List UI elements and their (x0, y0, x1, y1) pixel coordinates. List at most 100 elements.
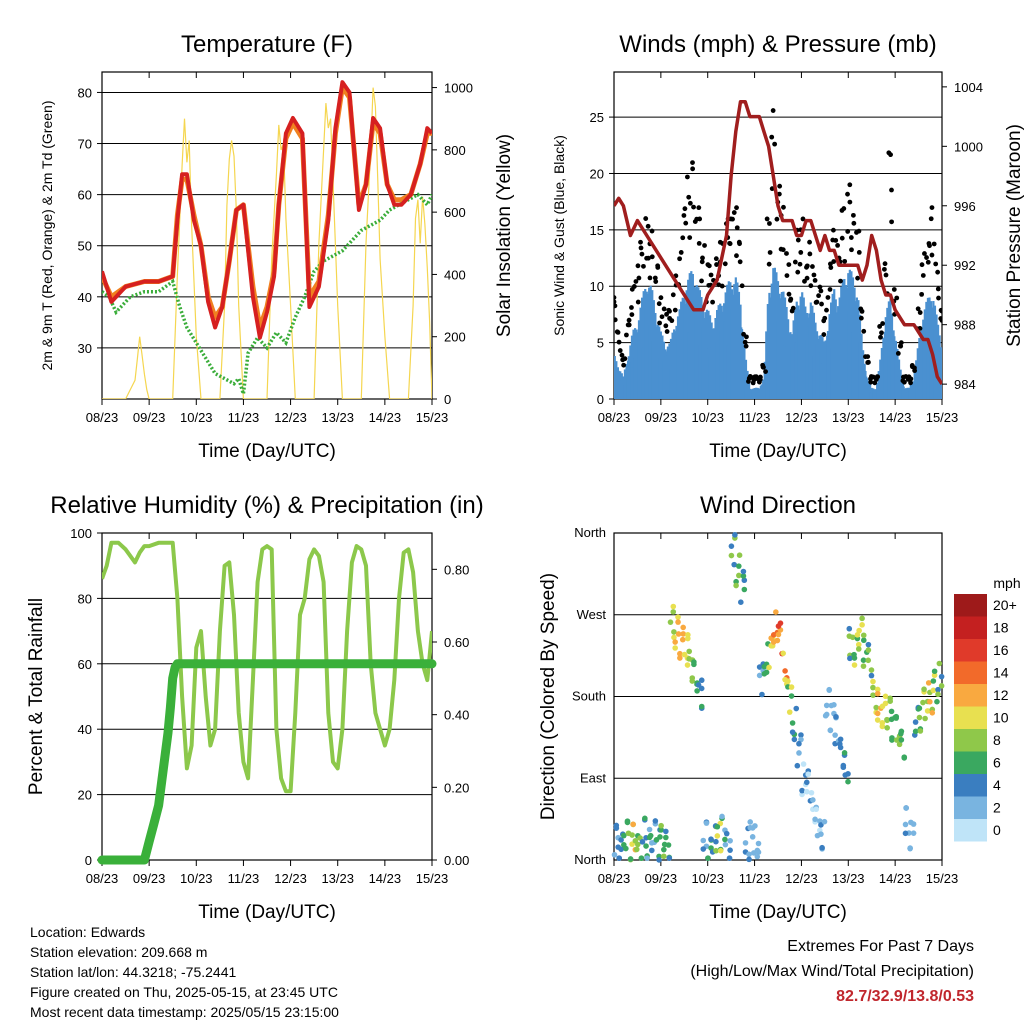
direction-point (837, 736, 844, 743)
gust-point (655, 265, 661, 270)
gust-point (888, 152, 893, 158)
direction-point (910, 821, 917, 827)
direction-point (661, 846, 667, 853)
direction-point (670, 603, 677, 610)
y-tick-label: North (574, 525, 606, 540)
gust-point (880, 321, 886, 326)
gust-point (798, 250, 804, 255)
direction-point (728, 543, 735, 549)
gust-point (786, 262, 792, 268)
legend-label: 10 (993, 710, 1009, 726)
direction-point (888, 708, 895, 715)
gust-point (938, 307, 942, 313)
direction-point (832, 732, 838, 738)
direction-point (910, 830, 917, 836)
gust-point (614, 317, 618, 323)
gust-point (920, 273, 926, 278)
gust-point (649, 254, 655, 260)
direction-point (736, 572, 742, 579)
legend-swatch (954, 796, 987, 819)
direction-point (735, 563, 742, 569)
gust-point (824, 307, 829, 313)
gust-point (770, 108, 776, 113)
solar-insolation-series (102, 87, 432, 399)
direction-point (920, 699, 926, 706)
y-axis-label: Direction (Colored By Speed) (538, 573, 559, 820)
direction-point (898, 737, 905, 743)
legend-label: 20+ (993, 597, 1017, 613)
y-tick-label: 60 (78, 657, 92, 672)
direction-point (741, 586, 748, 593)
direction-point (935, 686, 941, 693)
gust-point (629, 312, 635, 318)
legend-title: mph (993, 575, 1020, 591)
direction-point (821, 818, 828, 825)
gust-point (658, 295, 664, 301)
direction-point (666, 855, 673, 861)
gust-point (900, 374, 906, 380)
direction-point (912, 719, 919, 725)
direction-point (672, 645, 678, 651)
gust-point (653, 279, 659, 284)
gust-point (856, 250, 862, 255)
direction-point (670, 609, 677, 615)
gust-point (935, 286, 941, 292)
wind-direction-panel: Wind Direction Time (Day/UTC) Direction (C… (538, 492, 1021, 923)
gust-point (795, 269, 801, 275)
direction-point (912, 728, 919, 735)
gust-point (681, 213, 687, 218)
gust-point (666, 307, 672, 313)
gust-point (636, 275, 642, 281)
y-tick-label-right: 1000 (444, 81, 473, 96)
gust-point (919, 262, 925, 268)
gust-point (831, 227, 836, 233)
gust-point (925, 259, 931, 265)
direction-point (782, 668, 788, 674)
direction-point (677, 655, 683, 661)
gust-point (878, 334, 883, 340)
direction-point (854, 632, 861, 638)
gust-point (702, 243, 707, 248)
direction-point (925, 680, 932, 686)
gust-point (657, 320, 662, 326)
gust-point (929, 252, 935, 258)
y-tick-label-right: 988 (954, 318, 976, 333)
gust-point (664, 329, 670, 334)
direction-point (634, 841, 641, 848)
gust-point (848, 235, 854, 240)
gust-point (825, 295, 831, 300)
gust-point (924, 255, 929, 260)
x-tick-label: 12/23 (785, 410, 818, 425)
legend-swatch (954, 774, 987, 797)
gust-point (731, 210, 737, 215)
gust-point (746, 375, 752, 381)
direction-point (931, 668, 938, 675)
recent-timestamp: Most recent data timestamp: 2025/05/15 2… (30, 1004, 339, 1020)
direction-point (649, 840, 655, 846)
direction-point (828, 702, 835, 709)
direction-point (794, 762, 801, 769)
gust-point (739, 283, 745, 289)
direction-point (827, 727, 834, 734)
gust-point (641, 263, 646, 269)
gust-point (708, 272, 714, 278)
x-tick-label: 10/23 (180, 410, 213, 425)
direction-point (860, 637, 867, 644)
direction-point (935, 691, 941, 698)
y-tick-label-right: 200 (444, 330, 466, 345)
direction-point (623, 845, 629, 852)
y-tick-label: 60 (78, 188, 92, 203)
gust-point (933, 261, 939, 267)
gust-point (644, 255, 650, 261)
gust-point (649, 228, 655, 234)
gust-point (827, 261, 833, 267)
legend-swatch (954, 594, 987, 617)
direction-point (934, 698, 940, 705)
direction-point (870, 684, 876, 691)
gust-point (672, 307, 678, 313)
y-tick-label: North (574, 852, 606, 867)
gust-point (670, 292, 676, 298)
x-tick-label: 14/23 (369, 410, 402, 425)
direction-point (819, 844, 825, 851)
direction-point (752, 823, 758, 829)
